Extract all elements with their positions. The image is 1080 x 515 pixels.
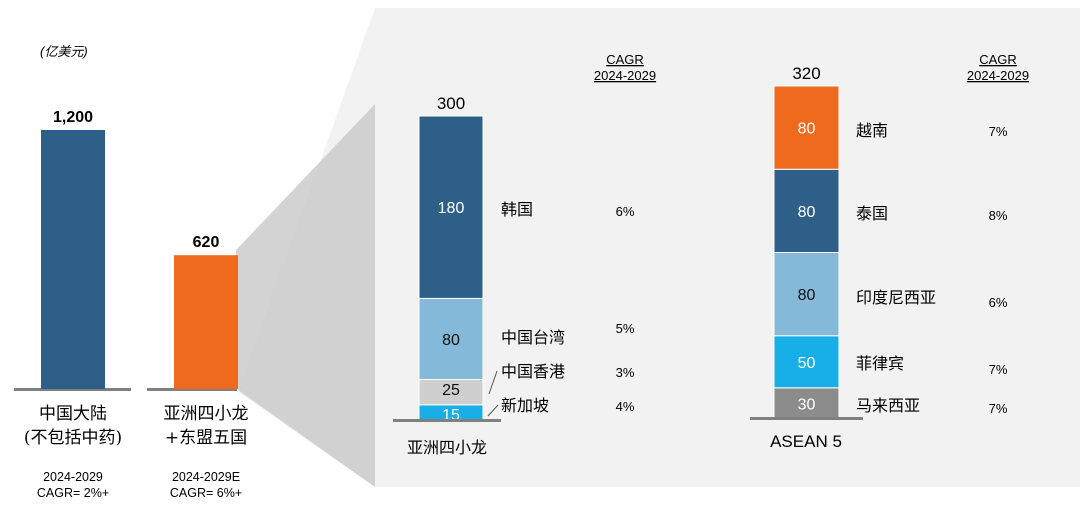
cagr-note: 2024-2029E	[172, 470, 240, 484]
segment-cagr-label: 5%	[616, 321, 635, 336]
segment-cagr-label: 8%	[989, 208, 1008, 223]
category-label: 中国大陆	[39, 404, 107, 424]
segment-cagr-label: 7%	[989, 362, 1008, 377]
asean5-stack: 30 马来西亚 7% 50 菲律宾 7% 80 印度尼西亚 6% 80 泰国 8% 80 越南 7% 320 C…	[750, 52, 1029, 451]
segment-value-label: 80	[442, 332, 460, 349]
category-label: (不包括中药)	[24, 428, 122, 448]
stack-total-label: 320	[792, 64, 820, 83]
bar-value-label: 1,200	[53, 109, 93, 126]
bar	[174, 255, 238, 389]
baseline	[14, 388, 131, 391]
leader-line	[487, 404, 499, 417]
stack-segment	[773, 387, 840, 420]
segment-name-label: 新加坡	[501, 396, 549, 415]
zoom-cone	[236, 104, 375, 487]
segment-name-label: 中国香港	[501, 362, 565, 381]
segment-name-label: 泰国	[856, 204, 888, 223]
baseline	[750, 417, 863, 420]
bar-value-label: 620	[193, 234, 220, 251]
segment-cagr-label: 7%	[989, 124, 1008, 139]
bar	[41, 130, 105, 389]
stack-segment	[773, 85, 840, 170]
category-label: 亚洲四小龙	[164, 404, 249, 424]
cagr-header: CAGR	[979, 52, 1017, 67]
category-label: +东盟五国	[165, 428, 247, 448]
segment-value-label: 180	[438, 200, 465, 217]
cagr-note: CAGR= 2%+	[37, 486, 109, 500]
segment-cagr-label: 6%	[616, 204, 635, 219]
stack-segment	[773, 252, 840, 337]
segment-value-label: 50	[798, 355, 816, 372]
segment-cagr-label: 7%	[989, 401, 1008, 416]
cagr-header: CAGR	[606, 52, 644, 67]
stack-total-label: 300	[437, 94, 465, 113]
segment-value-label: 80	[798, 204, 816, 221]
leader-line	[488, 370, 498, 395]
segment-cagr-label: 6%	[989, 295, 1008, 310]
segment-cagr-label: 3%	[616, 365, 635, 380]
segment-cagr-label: 4%	[616, 399, 635, 414]
segment-name-label: 菲律宾	[856, 354, 904, 373]
cagr-note: 2024-2029	[43, 470, 103, 484]
segment-value-label: 25	[442, 382, 460, 399]
cagr-note: CAGR= 6%+	[170, 486, 242, 500]
stack-segment	[773, 335, 840, 389]
segment-name-label: 中国台湾	[501, 328, 565, 347]
segment-name-label: 马来西亚	[856, 396, 920, 415]
stack-category-label: 亚洲四小龙	[407, 438, 487, 457]
segment-value-label: 80	[798, 287, 816, 304]
stack-segment	[773, 168, 840, 253]
stack-category-label: ASEAN 5	[770, 432, 842, 451]
main-bar-chart: 1,200 中国大陆 (不包括中药) 2024-2029 CAGR= 2%+ 620 亚洲四…	[14, 109, 249, 500]
cagr-header: 2024-2029	[594, 68, 656, 83]
segment-name-label: 韩国	[501, 200, 533, 219]
segment-name-label: 越南	[856, 121, 888, 140]
unit-label: (亿美元)	[40, 44, 88, 59]
baseline	[147, 388, 237, 391]
stack-segment	[418, 297, 484, 380]
segment-name-label: 印度尼西亚	[856, 288, 936, 307]
segment-value-label: 80	[798, 121, 816, 138]
stack-segment	[418, 115, 484, 299]
stack-segment	[418, 378, 484, 406]
cagr-header: 2024-2029	[967, 68, 1029, 83]
segment-value-label: 30	[798, 396, 816, 413]
baseline	[393, 419, 501, 422]
